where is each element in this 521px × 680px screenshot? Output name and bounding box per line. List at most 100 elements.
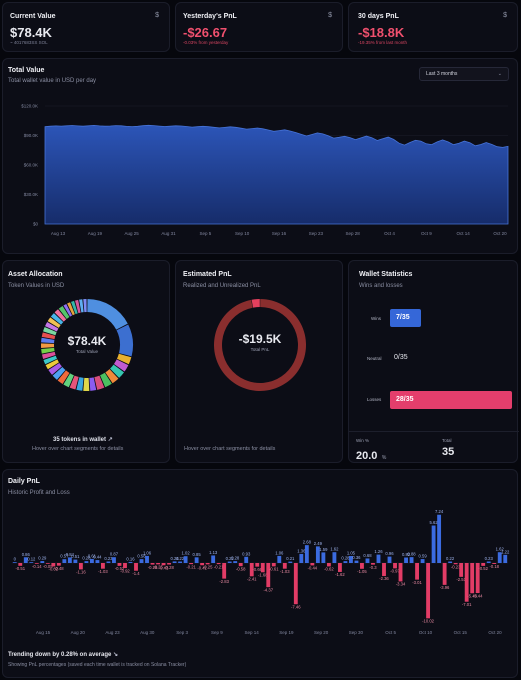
daily-pnl-bar[interactable]	[139, 559, 144, 563]
daily-pnl-bar[interactable]	[178, 561, 183, 563]
daily-pnl-bar[interactable]	[437, 514, 442, 563]
daily-pnl-bar[interactable]	[404, 557, 408, 563]
allocation-slice[interactable]	[116, 324, 133, 357]
daily-pnl-bar[interactable]	[56, 563, 61, 566]
daily-pnl-bar[interactable]	[459, 563, 464, 577]
daily-pnl-bar[interactable]	[95, 560, 100, 563]
allocation-slice[interactable]	[87, 299, 128, 330]
allocation-slice[interactable]	[67, 302, 75, 316]
daily-pnl-bar[interactable]	[464, 563, 469, 602]
daily-pnl-bar[interactable]	[211, 555, 216, 563]
daily-pnl-bar[interactable]	[167, 563, 171, 565]
allocation-slice[interactable]	[41, 332, 56, 340]
estimated-pnl-slice[interactable]	[251, 299, 260, 308]
allocation-slice[interactable]	[105, 369, 119, 384]
allocation-slice[interactable]	[89, 377, 97, 391]
daily-pnl-bar[interactable]	[326, 563, 331, 567]
daily-pnl-bar[interactable]	[249, 563, 254, 577]
daily-pnl-bar[interactable]	[365, 558, 370, 563]
daily-pnl-bar[interactable]	[293, 563, 298, 605]
daily-pnl-bar[interactable]	[106, 561, 111, 563]
allocation-slice[interactable]	[41, 351, 56, 360]
daily-pnl-bar[interactable]	[222, 563, 227, 579]
daily-pnl-bar[interactable]	[40, 561, 45, 563]
daily-pnl-bar[interactable]	[194, 557, 199, 563]
allocation-slice[interactable]	[83, 299, 87, 313]
daily-pnl-bar[interactable]	[398, 563, 403, 582]
daily-pnl-bar[interactable]	[321, 552, 326, 563]
daily-pnl-bar[interactable]	[426, 563, 431, 619]
daily-pnl-bar[interactable]	[288, 561, 293, 563]
daily-pnl-bar[interactable]	[337, 563, 342, 572]
daily-pnl-bar[interactable]	[486, 561, 491, 563]
daily-pnl-bar[interactable]	[128, 561, 133, 563]
daily-pnl-bar[interactable]	[360, 563, 364, 569]
allocation-slice[interactable]	[43, 355, 58, 365]
daily-pnl-bar[interactable]	[387, 556, 392, 563]
daily-pnl-bar[interactable]	[62, 559, 67, 563]
allocation-slice[interactable]	[100, 372, 112, 388]
daily-pnl-bar[interactable]	[150, 563, 155, 565]
daily-pnl-bar[interactable]	[371, 563, 375, 565]
daily-pnl-bar[interactable]	[183, 556, 188, 563]
allocation-slice[interactable]	[45, 322, 59, 332]
daily-pnl-bar[interactable]	[448, 561, 453, 563]
daily-pnl-bar[interactable]	[23, 557, 28, 563]
daily-pnl-bar[interactable]	[112, 557, 116, 563]
daily-pnl-bar[interactable]	[343, 561, 348, 563]
daily-pnl-bar[interactable]	[376, 554, 381, 563]
daily-pnl-bar[interactable]	[266, 563, 271, 588]
daily-pnl-bar[interactable]	[503, 554, 508, 563]
allocation-slice[interactable]	[116, 353, 132, 365]
daily-pnl-bar[interactable]	[161, 563, 166, 566]
allocation-slice[interactable]	[76, 377, 84, 391]
daily-pnl-bar[interactable]	[227, 561, 232, 563]
daily-pnl-bar[interactable]	[123, 563, 127, 569]
token-count[interactable]: 35 tokens in wallet ↗	[53, 436, 113, 443]
allocation-slice[interactable]	[94, 375, 105, 390]
daily-pnl-bar[interactable]	[497, 552, 502, 563]
allocation-slice[interactable]	[113, 359, 129, 372]
allocation-slice[interactable]	[57, 370, 70, 384]
allocation-slice[interactable]	[41, 343, 55, 349]
daily-pnl-bar[interactable]	[382, 563, 386, 577]
allocation-slice[interactable]	[83, 377, 90, 391]
allocation-slice[interactable]	[58, 306, 70, 319]
allocation-slice[interactable]	[41, 337, 55, 344]
daily-pnl-bar[interactable]	[277, 555, 282, 563]
daily-pnl-bar[interactable]	[34, 563, 39, 564]
allocation-slice[interactable]	[48, 362, 62, 375]
daily-pnl-bar[interactable]	[304, 545, 309, 563]
allocation-slice[interactable]	[52, 366, 66, 380]
daily-pnl-bar[interactable]	[271, 563, 276, 567]
daily-pnl-bar[interactable]	[200, 563, 205, 566]
daily-pnl-bar[interactable]	[45, 563, 50, 564]
daily-pnl-bar[interactable]	[89, 558, 94, 563]
allocation-slice[interactable]	[79, 299, 84, 313]
daily-pnl-bar[interactable]	[51, 563, 56, 567]
allocation-slice[interactable]	[45, 359, 59, 370]
daily-pnl-bar[interactable]	[492, 563, 497, 564]
daily-pnl-bar[interactable]	[18, 563, 23, 566]
allocation-slice[interactable]	[47, 317, 61, 328]
range-select[interactable]: Last 3 months ⌄	[419, 67, 509, 81]
daily-pnl-bar[interactable]	[409, 557, 414, 563]
daily-pnl-bar[interactable]	[420, 559, 425, 563]
allocation-slice[interactable]	[43, 327, 57, 336]
daily-pnl-bar[interactable]	[315, 546, 320, 563]
daily-pnl-bar[interactable]	[310, 563, 315, 566]
daily-pnl-bar[interactable]	[475, 563, 480, 594]
daily-pnl-bar[interactable]	[189, 563, 194, 565]
daily-pnl-bar[interactable]	[354, 560, 359, 563]
daily-pnl-bar[interactable]	[481, 563, 486, 566]
daily-pnl-bar[interactable]	[12, 562, 17, 563]
daily-pnl-bar[interactable]	[78, 563, 83, 570]
daily-pnl-bar[interactable]	[282, 563, 287, 569]
daily-pnl-bar[interactable]	[73, 559, 78, 563]
daily-pnl-bar[interactable]	[117, 563, 122, 566]
allocation-slice[interactable]	[74, 299, 81, 314]
daily-pnl-bar[interactable]	[84, 561, 89, 563]
daily-pnl-bar[interactable]	[156, 563, 160, 565]
allocation-slice[interactable]	[63, 373, 74, 388]
allocation-slice[interactable]	[50, 313, 64, 325]
